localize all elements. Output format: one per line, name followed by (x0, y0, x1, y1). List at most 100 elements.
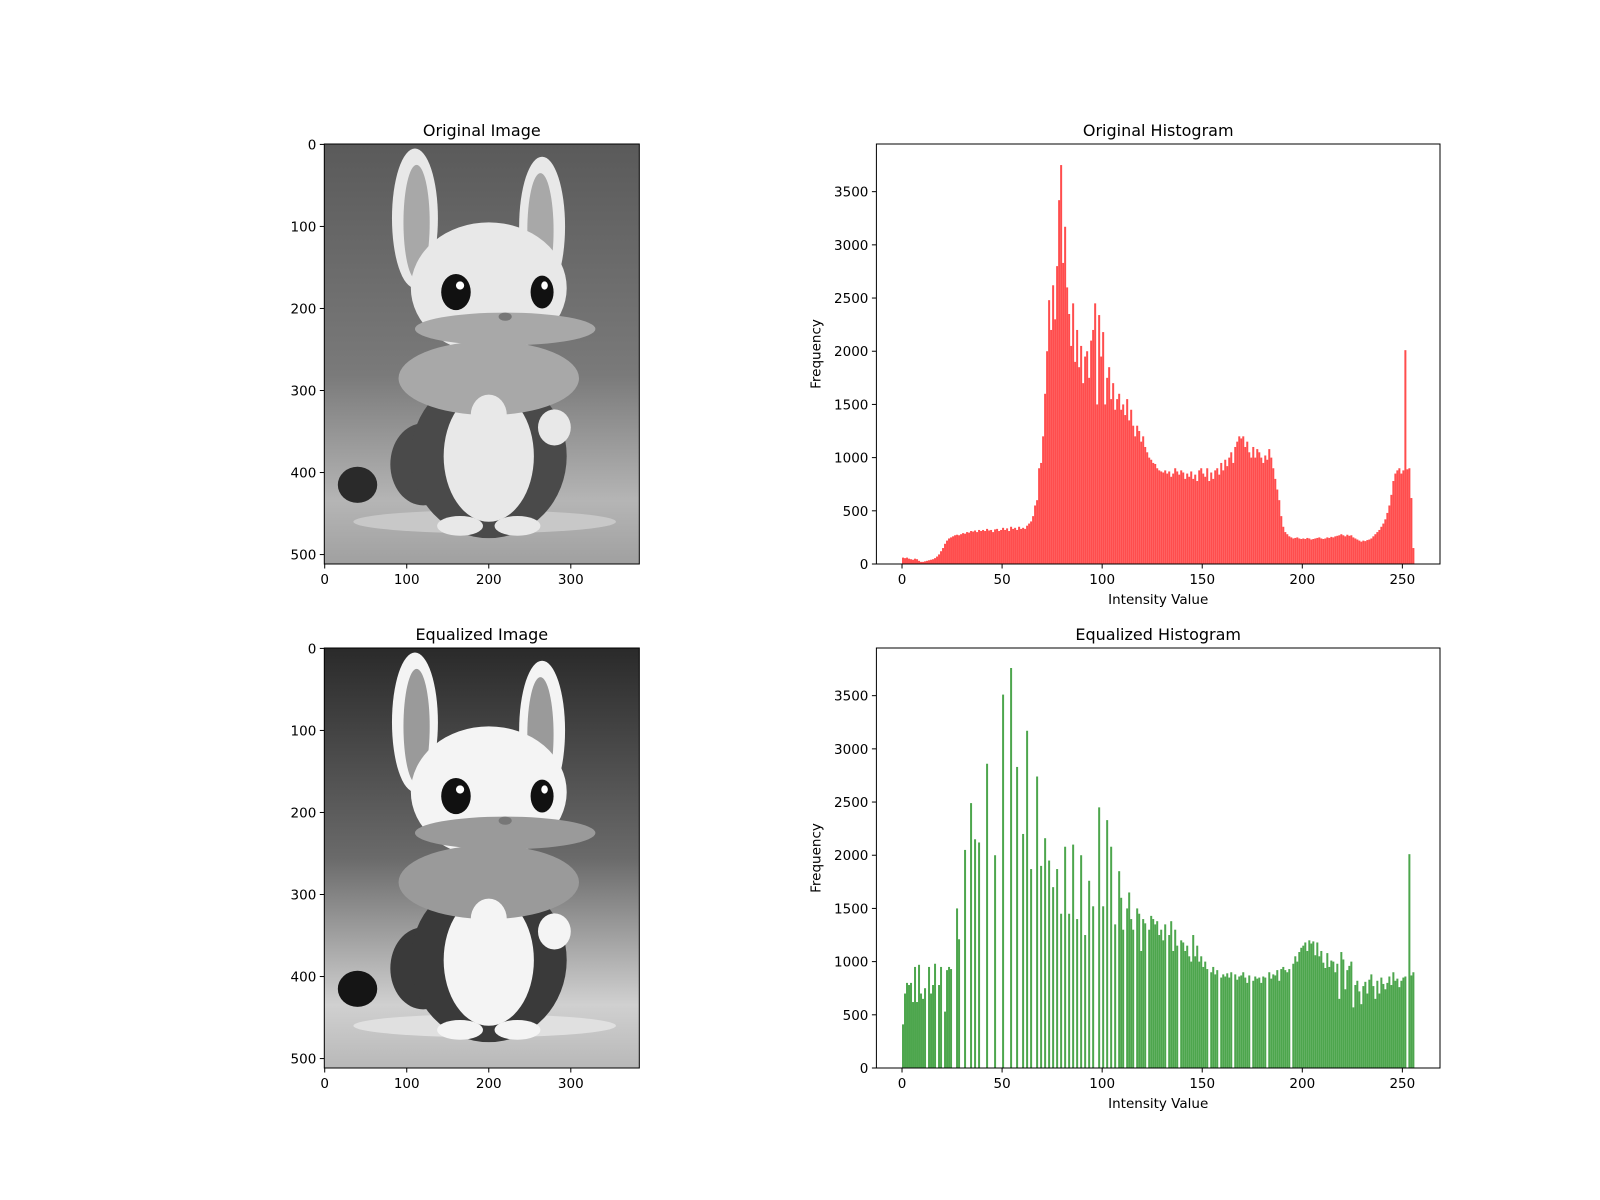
histogram-bar (1128, 892, 1131, 1068)
eye (441, 778, 471, 815)
x-tick-label: 250 (1389, 572, 1415, 588)
histogram-bar (1354, 985, 1357, 1068)
histogram-bar (910, 982, 913, 1068)
histogram-bar (1026, 730, 1029, 1068)
histogram-bar (1008, 531, 1011, 564)
histogram-bar (1118, 393, 1121, 564)
histogram-bar (1094, 303, 1097, 564)
histogram-bar (914, 966, 917, 1068)
histogram-bar (1272, 974, 1275, 1068)
histogram-bar (1034, 505, 1037, 564)
histogram-bar (1042, 436, 1045, 564)
histogram-bar (924, 988, 927, 1068)
histogram-bar (1152, 462, 1155, 564)
histogram-bar (1408, 854, 1411, 1068)
histogram-bar (966, 532, 969, 564)
y-tick-label: 300 (291, 888, 317, 904)
histogram-bar (1376, 532, 1379, 564)
y-axis-label: Frequency (808, 823, 824, 893)
histogram-bar (1352, 1007, 1355, 1068)
histogram-bar (1192, 478, 1195, 564)
histogram-bar (1300, 947, 1303, 1068)
histogram-bar (1228, 977, 1231, 1068)
histogram-bar (1204, 476, 1207, 564)
x-tick-label: 200 (476, 572, 502, 588)
histogram-bar (940, 551, 943, 564)
histogram-bar (1190, 471, 1193, 564)
histogram-bar (1122, 404, 1125, 564)
ear-inner (403, 668, 430, 784)
histogram-bar (1126, 908, 1129, 1068)
histogram-bar (1164, 470, 1167, 564)
histogram-bar (916, 559, 919, 564)
histogram-bar (912, 1002, 915, 1068)
histogram-bar (1140, 441, 1143, 564)
y-tick-label: 1000 (834, 955, 868, 971)
histogram-bar (1232, 462, 1235, 564)
histogram-bar (1158, 470, 1161, 564)
x-tick-label: 200 (1289, 1076, 1315, 1092)
histogram-bar (922, 561, 925, 564)
histogram-bar (1236, 441, 1239, 564)
histogram-bar (1120, 409, 1123, 564)
histogram-bar (1386, 512, 1389, 564)
histogram-bar (1388, 976, 1391, 1068)
histogram-bar (1146, 452, 1149, 564)
histogram-bar (938, 985, 941, 1068)
histogram-bar (1260, 457, 1263, 564)
histogram-bar (998, 531, 1001, 564)
histogram-bar (1036, 500, 1039, 564)
histogram-bar (1394, 473, 1397, 564)
y-tick-label: 1500 (834, 901, 868, 917)
histogram-bar (1282, 526, 1285, 564)
histogram-bar (1386, 982, 1389, 1068)
histogram-bar (992, 532, 995, 564)
histogram-bar (1366, 993, 1369, 1068)
axes-title: Original Histogram (1083, 121, 1234, 140)
x-tick-label: 50 (993, 572, 1010, 588)
image-axes: 0 100 200 300 0 100 200 300 400 500 Equalized Imag… (291, 625, 640, 1092)
histogram-bar (1200, 956, 1203, 1068)
eye-glint (455, 281, 465, 290)
x-tick-label: 0 (320, 1076, 329, 1092)
x-tick-label: 100 (394, 1076, 420, 1092)
histogram-bar (1138, 913, 1141, 1068)
histogram-bar (1270, 978, 1273, 1068)
histogram-bar (1258, 977, 1261, 1068)
histogram-bar (1380, 526, 1383, 564)
histogram-bar (1304, 539, 1307, 564)
histogram-bar (1154, 464, 1157, 564)
histogram-bar (1366, 540, 1369, 564)
histogram-bar (1060, 913, 1063, 1068)
histogram-bar (1310, 943, 1313, 1068)
histogram-bar (1298, 538, 1301, 564)
histogram-bar (1174, 929, 1177, 1068)
histogram-bar (1348, 535, 1351, 564)
histogram-bar (902, 557, 905, 564)
histogram-bar (1162, 472, 1165, 564)
scarf (414, 816, 596, 850)
histogram-bar (1222, 974, 1225, 1068)
histogram-bar (1304, 942, 1307, 1068)
histogram-bar (1068, 314, 1071, 564)
histogram-bar (1196, 481, 1199, 564)
histogram-bar (1230, 972, 1233, 1068)
histogram-bar (1294, 956, 1297, 1068)
histogram-bar (1198, 961, 1201, 1068)
histogram-bar (1364, 981, 1367, 1068)
histogram-bar (1306, 950, 1309, 1068)
histogram-bar (1160, 929, 1163, 1068)
histogram-bar (1240, 975, 1243, 1068)
histogram-bar (1160, 471, 1163, 564)
histogram-bar (1396, 978, 1399, 1068)
foot (437, 516, 484, 536)
histogram-bar (1064, 846, 1067, 1068)
histogram-bar (1224, 976, 1227, 1068)
histogram-bar (928, 560, 931, 564)
histogram-bar (1052, 285, 1055, 564)
histogram-bar (1280, 969, 1283, 1068)
y-tick-label: 200 (291, 301, 317, 317)
histogram-bar (1056, 869, 1059, 1068)
